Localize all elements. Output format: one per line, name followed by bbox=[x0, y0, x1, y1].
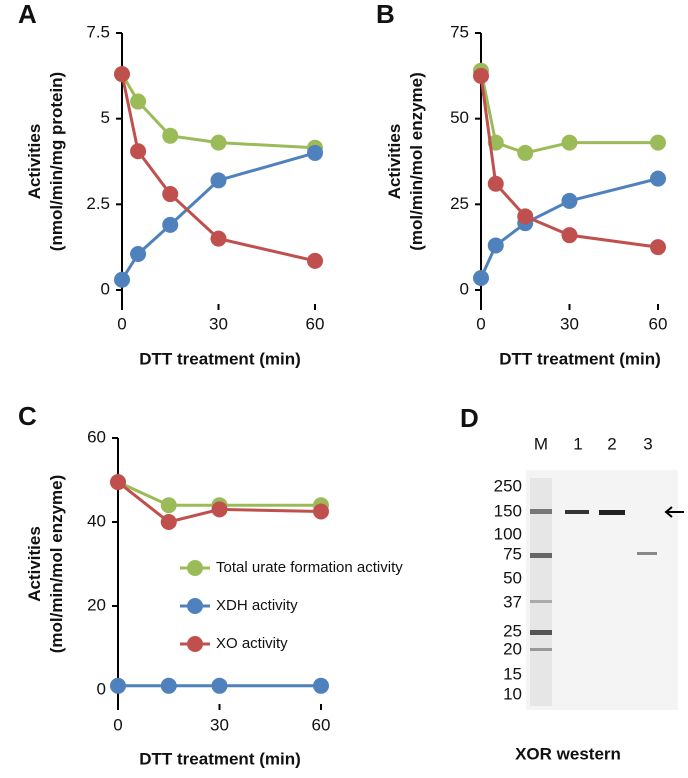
data-point bbox=[162, 127, 179, 144]
data-point bbox=[313, 677, 329, 694]
data-point bbox=[210, 172, 227, 189]
y-tick-label: 40 bbox=[87, 511, 106, 530]
marker-label: 250 bbox=[494, 476, 522, 495]
panel-label: A bbox=[18, 0, 37, 29]
x-tick-label: 60 bbox=[306, 314, 325, 333]
marker-label: 20 bbox=[503, 639, 522, 658]
data-point bbox=[130, 143, 147, 160]
data-point bbox=[561, 134, 578, 151]
series-line bbox=[117, 480, 321, 507]
data-point bbox=[114, 66, 130, 83]
data-point bbox=[210, 134, 227, 151]
y-tick-label: 50 bbox=[450, 108, 469, 127]
data-point bbox=[473, 270, 489, 287]
x-axis-label: DTT treatment (min) bbox=[139, 349, 301, 368]
legend-marker bbox=[187, 560, 203, 576]
x-tick-label: 0 bbox=[117, 314, 126, 333]
y-tick-label: 5 bbox=[101, 108, 110, 127]
x-tick-label: 0 bbox=[113, 715, 122, 734]
legend-marker bbox=[187, 636, 203, 652]
y-tick-label: 25 bbox=[450, 194, 469, 213]
blot-caption: XOR western bbox=[515, 744, 621, 763]
y-tick-label: 2.5 bbox=[86, 194, 110, 213]
data-point bbox=[160, 677, 177, 694]
x-tick-label: 30 bbox=[209, 314, 228, 333]
data-point bbox=[110, 474, 126, 491]
data-point bbox=[210, 230, 227, 247]
legend-label: Total urate formation activity bbox=[216, 559, 403, 576]
panel-label: B bbox=[376, 0, 395, 29]
data-point bbox=[130, 93, 147, 110]
data-point bbox=[307, 144, 323, 161]
x-tick-label: 30 bbox=[210, 715, 229, 734]
x-tick-label: 0 bbox=[476, 314, 485, 333]
y-tick-label: 75 bbox=[450, 22, 469, 41]
data-point bbox=[517, 144, 534, 161]
y-axis-label: Activities (nmol/min/mg protein) bbox=[25, 72, 66, 251]
y-axis-label-line: Activities bbox=[385, 124, 404, 200]
y-tick-label: 60 bbox=[87, 427, 106, 446]
y-tick-label: 0 bbox=[101, 279, 110, 298]
data-point bbox=[517, 208, 534, 225]
y-tick-label: 20 bbox=[87, 595, 106, 614]
x-axis-label: DTT treatment (min) bbox=[139, 749, 301, 768]
data-point bbox=[487, 237, 504, 254]
data-point bbox=[561, 227, 578, 244]
marker-label: 37 bbox=[503, 592, 522, 611]
data-point bbox=[130, 246, 147, 263]
data-point bbox=[650, 239, 666, 256]
y-axis-label: Activities (mol/min/mol enzyme) bbox=[25, 475, 66, 654]
marker-label: 100 bbox=[494, 524, 522, 543]
x-tick-label: 60 bbox=[312, 715, 331, 734]
x-axis-label: DTT treatment (min) bbox=[499, 349, 661, 368]
series-line bbox=[479, 75, 659, 249]
series-line bbox=[120, 151, 316, 281]
data-point bbox=[211, 677, 228, 694]
data-point bbox=[110, 677, 126, 694]
lane-label: M bbox=[534, 434, 548, 453]
series-line bbox=[117, 480, 322, 524]
data-point bbox=[160, 514, 177, 530]
y-axis-label-line: Activities bbox=[25, 124, 44, 200]
data-point bbox=[114, 271, 130, 288]
blot-image bbox=[526, 470, 684, 710]
data-point bbox=[650, 134, 666, 151]
data-point bbox=[473, 67, 489, 84]
data-point bbox=[313, 503, 329, 520]
lane-label: 1 bbox=[573, 434, 582, 453]
y-tick-label: 0 bbox=[97, 679, 106, 698]
legend-marker bbox=[187, 598, 203, 614]
y-axis-label-line: Activities bbox=[25, 526, 44, 602]
marker-label: 15 bbox=[503, 664, 522, 683]
panel-label: D bbox=[460, 403, 479, 433]
lane-label: 2 bbox=[607, 434, 616, 453]
data-point bbox=[487, 175, 504, 192]
lane-label: 3 bbox=[643, 434, 652, 453]
marker-label: 75 bbox=[503, 544, 522, 563]
y-axis-label-line: (mol/min/mol enzyme) bbox=[407, 72, 426, 251]
y-tick-label: 7.5 bbox=[86, 22, 110, 41]
marker-label: 10 bbox=[503, 684, 522, 703]
marker-label: 150 bbox=[494, 501, 522, 520]
data-point bbox=[650, 170, 666, 187]
marker-label: 50 bbox=[503, 568, 522, 587]
data-point bbox=[162, 216, 179, 233]
x-tick-label: 60 bbox=[649, 314, 668, 333]
y-tick-label: 0 bbox=[460, 279, 469, 298]
data-point bbox=[160, 497, 177, 514]
data-point bbox=[211, 501, 228, 518]
data-point bbox=[162, 186, 179, 203]
data-point bbox=[307, 252, 323, 269]
legend-label: XO activity bbox=[216, 635, 288, 652]
panel-label: C bbox=[18, 401, 37, 431]
marker-label: 25 bbox=[503, 621, 522, 640]
data-point bbox=[561, 192, 578, 209]
y-axis-label-line: (nmol/min/mg protein) bbox=[47, 72, 66, 251]
y-axis-label: Activities (mol/min/mol enzyme) bbox=[385, 72, 426, 251]
x-tick-label: 30 bbox=[560, 314, 579, 333]
y-axis-label-line: (mol/min/mol enzyme) bbox=[47, 475, 66, 654]
legend-label: XDH activity bbox=[216, 597, 298, 614]
